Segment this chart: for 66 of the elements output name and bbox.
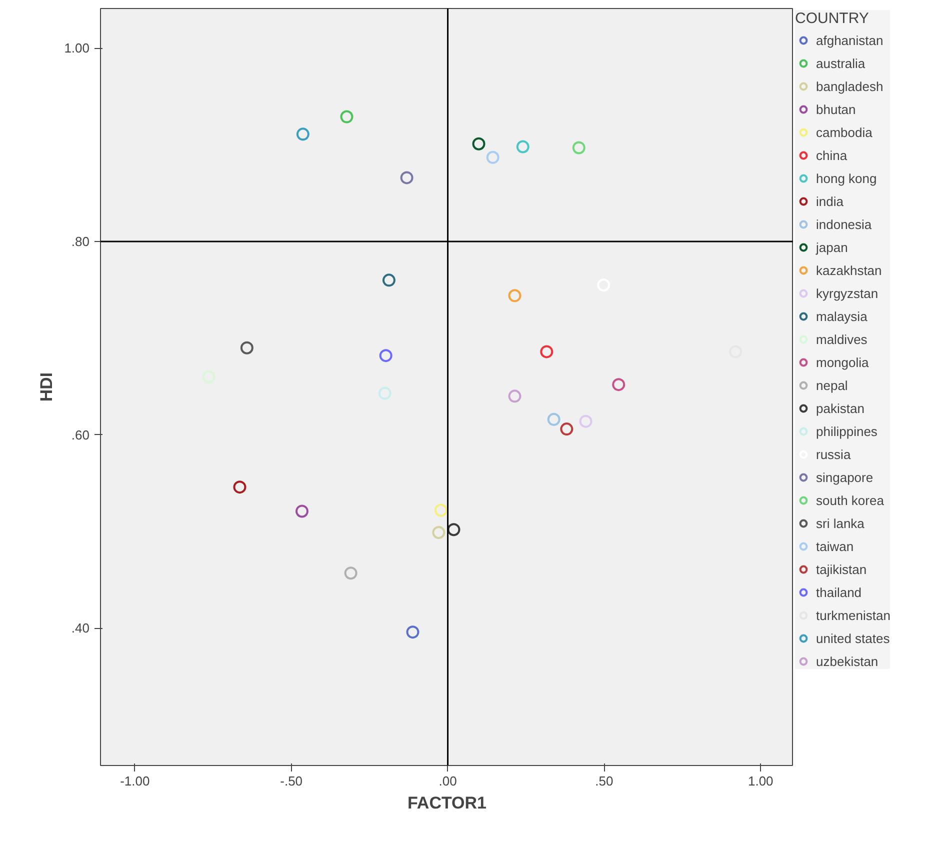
point bbox=[295, 504, 308, 518]
legend-label: tajikistan bbox=[816, 561, 867, 577]
point bbox=[434, 504, 448, 517]
legend-label: mongolia bbox=[816, 354, 869, 370]
point bbox=[382, 274, 396, 287]
point bbox=[406, 626, 420, 639]
legend-label: united states bbox=[816, 630, 890, 646]
legend-label: philippines bbox=[816, 423, 878, 439]
y-tick-label: .40 bbox=[71, 620, 90, 636]
legend-label: taiwan bbox=[816, 538, 854, 554]
point bbox=[508, 390, 522, 403]
point bbox=[344, 566, 358, 580]
legend-label: cambodia bbox=[816, 124, 872, 140]
point bbox=[432, 526, 446, 539]
legend-label: kazakhstan bbox=[816, 262, 882, 278]
legend-label: malaysia bbox=[816, 308, 868, 324]
legend-label: afghanistan bbox=[816, 32, 884, 48]
point bbox=[579, 414, 592, 428]
legend-label: uzbekistan bbox=[816, 653, 878, 669]
x-axis-title: FACTOR1 bbox=[407, 794, 487, 812]
legend-label: singapore bbox=[816, 469, 874, 485]
point bbox=[508, 289, 522, 302]
point bbox=[547, 412, 560, 426]
legend-label: bangladesh bbox=[816, 78, 884, 94]
point bbox=[572, 141, 586, 154]
legend-label: turkmenistan bbox=[816, 607, 890, 623]
y-tick-label: .60 bbox=[71, 427, 90, 442]
point bbox=[516, 140, 530, 154]
legend-label: thailand bbox=[816, 584, 862, 600]
legend-label: china bbox=[816, 147, 848, 163]
y-tick-label: .80 bbox=[71, 234, 90, 249]
legend-title: COUNTRY bbox=[795, 10, 870, 27]
point bbox=[486, 150, 500, 164]
x-tick-label: -.50 bbox=[280, 774, 303, 788]
point bbox=[472, 137, 486, 150]
legend-label: nepal bbox=[816, 377, 848, 393]
legend-label: indonesia bbox=[816, 216, 872, 232]
legend-label: bhutan bbox=[816, 101, 856, 117]
legend-label: south korea bbox=[816, 492, 884, 508]
point bbox=[379, 349, 392, 362]
legend-label: russia bbox=[816, 446, 851, 462]
point bbox=[540, 345, 554, 358]
legend-label: sri lanka bbox=[816, 515, 864, 531]
legend-label: pakistan bbox=[816, 400, 864, 416]
legend-label: india bbox=[816, 193, 844, 209]
point bbox=[202, 370, 216, 384]
y-tick-label: 1.00 bbox=[64, 40, 90, 56]
point bbox=[400, 171, 414, 184]
point bbox=[447, 523, 460, 536]
x-tick-label: -1.00 bbox=[120, 774, 150, 788]
point bbox=[612, 378, 626, 392]
x-tick-label: .50 bbox=[595, 774, 614, 788]
point bbox=[378, 386, 392, 400]
point bbox=[340, 110, 354, 124]
legend-label: japan bbox=[816, 239, 848, 255]
point bbox=[560, 422, 574, 436]
legend-label: australia bbox=[816, 55, 866, 71]
x-tick-label: .00 bbox=[438, 774, 457, 788]
x-tick-label: 1.00 bbox=[748, 774, 774, 788]
legend-label: hong kong bbox=[816, 170, 877, 186]
point bbox=[233, 480, 246, 494]
legend-label: maldives bbox=[816, 331, 868, 347]
point bbox=[296, 128, 310, 141]
legend-label: kyrgyzstan bbox=[816, 285, 878, 301]
y-axis-title: HDI bbox=[37, 372, 56, 402]
point bbox=[240, 341, 254, 354]
